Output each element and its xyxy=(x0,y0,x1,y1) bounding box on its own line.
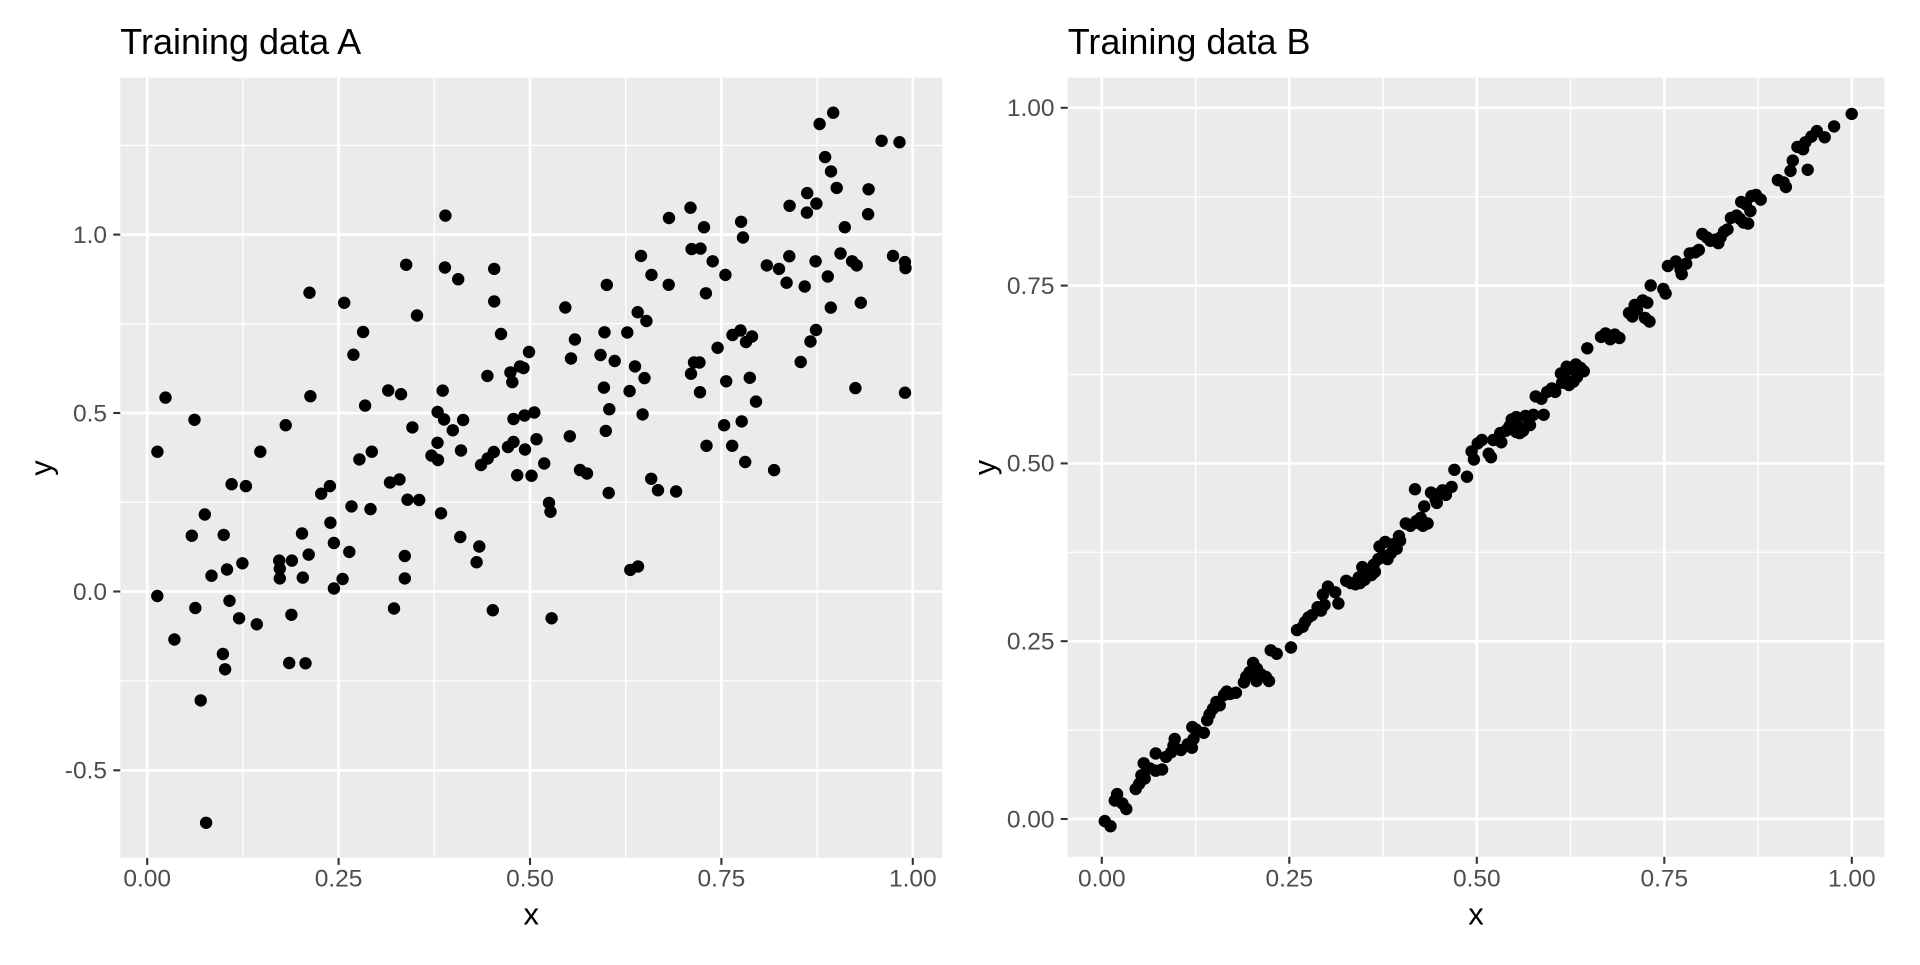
svg-text:1.00: 1.00 xyxy=(1007,95,1055,122)
svg-text:Training data B: Training data B xyxy=(1068,21,1311,62)
svg-text:0.75: 0.75 xyxy=(1640,866,1688,893)
svg-text:0.5: 0.5 xyxy=(73,400,107,427)
svg-text:1.0: 1.0 xyxy=(73,222,107,249)
svg-text:0.25: 0.25 xyxy=(1007,629,1055,656)
svg-text:0.25: 0.25 xyxy=(1265,866,1313,893)
svg-text:x: x xyxy=(1468,897,1484,932)
svg-text:0.00: 0.00 xyxy=(123,866,171,893)
svg-text:0.50: 0.50 xyxy=(506,866,554,893)
svg-text:0.0: 0.0 xyxy=(73,579,107,606)
svg-text:x: x xyxy=(524,897,540,932)
svg-text:0.75: 0.75 xyxy=(698,866,746,893)
svg-text:0.50: 0.50 xyxy=(1007,451,1055,478)
svg-text:y: y xyxy=(24,460,59,476)
svg-text:-0.5: -0.5 xyxy=(65,758,107,785)
svg-text:1.00: 1.00 xyxy=(1828,866,1876,893)
svg-text:0.75: 0.75 xyxy=(1007,273,1055,300)
svg-text:0.00: 0.00 xyxy=(1078,866,1126,893)
svg-text:y: y xyxy=(967,459,1002,475)
svg-text:0.00: 0.00 xyxy=(1007,806,1055,833)
svg-text:0.25: 0.25 xyxy=(315,866,363,893)
svg-text:Training data A: Training data A xyxy=(120,21,361,62)
svg-text:0.50: 0.50 xyxy=(1453,866,1501,893)
svg-text:1.00: 1.00 xyxy=(889,866,937,893)
